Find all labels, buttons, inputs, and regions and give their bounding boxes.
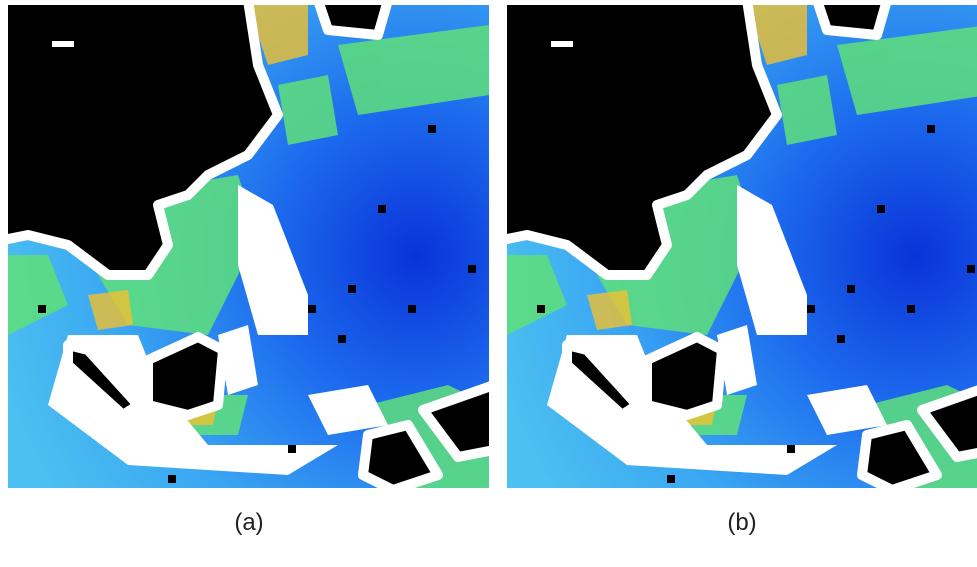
map-panel-b <box>502 0 977 490</box>
map-panel-a <box>3 0 494 490</box>
panel-label: (b) <box>727 509 756 536</box>
panel-label: (a) <box>234 509 263 536</box>
